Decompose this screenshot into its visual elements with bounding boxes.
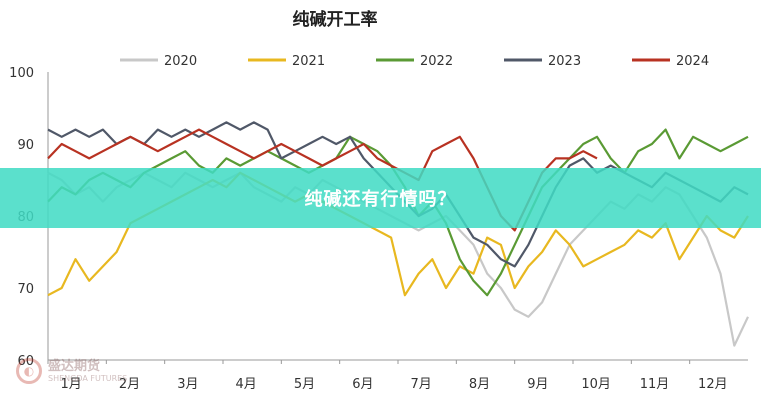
x-tick-label: 2月 [119, 377, 140, 392]
watermark: ◐ 盛达期货 SHENGDA FUTURES [16, 358, 127, 384]
watermark-subtext: SHENGDA FUTURES [48, 373, 128, 383]
legend: 2020 2021 2022 2023 2024 [120, 54, 709, 69]
watermark-text: 盛达期货 [48, 358, 101, 374]
x-tick-label: 10月 [581, 377, 611, 392]
x-tick-label: 1月 [61, 377, 82, 392]
y-tick-label: 100 [9, 66, 34, 81]
axes: 607080901001月2月3月4月5月6月7月8月9月10月11月12月 [9, 66, 748, 392]
overlay-banner: 纯碱还有行情吗？ [0, 168, 761, 228]
x-tick-label: 11月 [640, 377, 670, 392]
y-tick-label: 90 [17, 138, 34, 153]
x-tick-label: 3月 [177, 377, 198, 392]
legend-label-2024: 2024 [676, 54, 709, 69]
x-tick-label: 5月 [294, 377, 315, 392]
legend-label-2021: 2021 [292, 54, 325, 69]
x-tick-label: 4月 [236, 377, 257, 392]
y-tick-label: 70 [17, 282, 34, 297]
chart-title: 纯碱开工率 [293, 9, 378, 30]
x-tick-label: 9月 [527, 377, 548, 392]
legend-label-2023: 2023 [548, 54, 581, 69]
legend-label-2022: 2022 [420, 54, 453, 69]
legend-label-2020: 2020 [164, 54, 197, 69]
banner-text: 纯碱还有行情吗？ [304, 189, 457, 210]
series-layer [47, 121, 749, 347]
x-tick-label: 8月 [469, 377, 490, 392]
watermark-logo-icon: ◐ [16, 358, 42, 384]
x-tick-label: 12月 [698, 377, 728, 392]
x-tick-label: 6月 [352, 377, 373, 392]
x-tick-label: 7月 [411, 377, 432, 392]
